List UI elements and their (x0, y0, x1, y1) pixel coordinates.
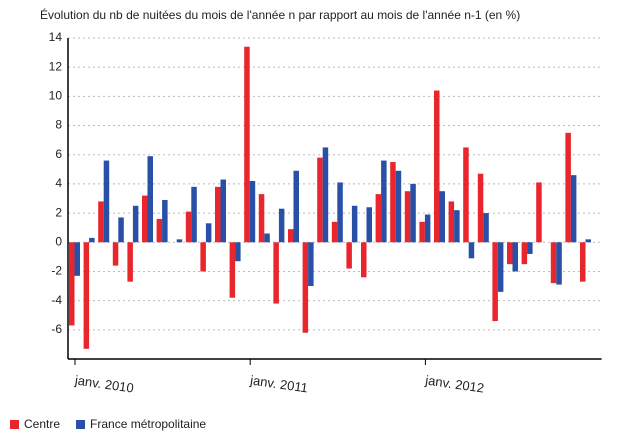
y-tick-label: 4 (55, 176, 62, 190)
bar (346, 242, 352, 269)
bar (580, 242, 586, 282)
bar (483, 213, 489, 243)
legend-swatch (76, 420, 86, 429)
bar (448, 201, 455, 243)
x-tick-label: janv. 2012 (424, 372, 486, 395)
bar (395, 170, 402, 243)
bar (293, 170, 299, 243)
bar (375, 194, 382, 243)
x-tick-label: janv. 2011 (248, 372, 309, 395)
bar (463, 147, 469, 243)
y-tick-label: -2 (51, 264, 62, 278)
bar (308, 242, 314, 287)
bar (585, 239, 591, 243)
y-tick-label: 0 (55, 234, 62, 248)
bar (132, 205, 139, 243)
bar (69, 242, 75, 326)
x-tick-label: janv. 2010 (73, 372, 135, 395)
legend-swatch (10, 420, 19, 429)
bar (118, 217, 124, 243)
bar (288, 229, 294, 243)
bar (142, 195, 148, 243)
bar (521, 242, 528, 265)
bar (89, 237, 95, 243)
bar (103, 160, 110, 243)
legend-label: France métropolitaine (90, 417, 206, 431)
legend-label: Centre (24, 417, 60, 431)
bar (565, 132, 571, 243)
bar (434, 90, 440, 243)
bar (570, 175, 577, 243)
bar (337, 182, 343, 243)
bar (176, 239, 183, 243)
bar (404, 191, 411, 243)
bar (454, 210, 460, 243)
bar (235, 242, 241, 262)
bar (302, 242, 309, 333)
bar (477, 173, 484, 243)
y-tick-label: -4 (51, 293, 62, 307)
bar (220, 179, 226, 243)
bar (468, 242, 475, 259)
bar (205, 223, 212, 243)
bar (381, 160, 387, 243)
bar (419, 221, 425, 243)
bar (410, 183, 416, 243)
bar (147, 156, 153, 243)
bar (127, 242, 133, 282)
bar (215, 186, 221, 243)
bar (497, 242, 504, 292)
bar (390, 162, 396, 243)
bar (550, 242, 557, 284)
bar (200, 242, 206, 272)
bar (98, 201, 104, 243)
bar (507, 242, 513, 265)
bar (512, 242, 518, 272)
bar (249, 180, 256, 243)
bar (83, 242, 90, 349)
bar (439, 191, 445, 243)
bar (191, 186, 197, 243)
y-tick-label: 12 (49, 59, 63, 73)
bar (366, 207, 372, 243)
y-tick-label: -6 (51, 322, 62, 336)
bar (361, 242, 367, 278)
bar (162, 199, 168, 243)
bar (264, 233, 270, 243)
bar (536, 182, 542, 243)
bar (112, 242, 119, 266)
bar (74, 242, 80, 276)
bar (527, 242, 533, 254)
bar (258, 194, 265, 243)
bar (229, 242, 236, 298)
y-tick-label: 14 (49, 30, 63, 44)
bar (492, 242, 498, 322)
bar (351, 205, 358, 243)
bar (244, 46, 250, 243)
y-tick-label: 6 (55, 147, 62, 161)
y-tick-label: 2 (55, 205, 62, 219)
bar (278, 208, 285, 243)
bar (331, 221, 338, 243)
y-tick-label: 8 (55, 118, 62, 132)
bar (185, 211, 192, 243)
y-tick-label: 10 (49, 89, 63, 103)
bar (273, 242, 279, 304)
bar (322, 147, 329, 243)
bar (317, 157, 323, 243)
bar (556, 242, 562, 285)
bar (424, 214, 431, 243)
chart-title: Évolution du nb de nuitées du mois de l'… (40, 7, 520, 22)
bar (156, 218, 163, 243)
